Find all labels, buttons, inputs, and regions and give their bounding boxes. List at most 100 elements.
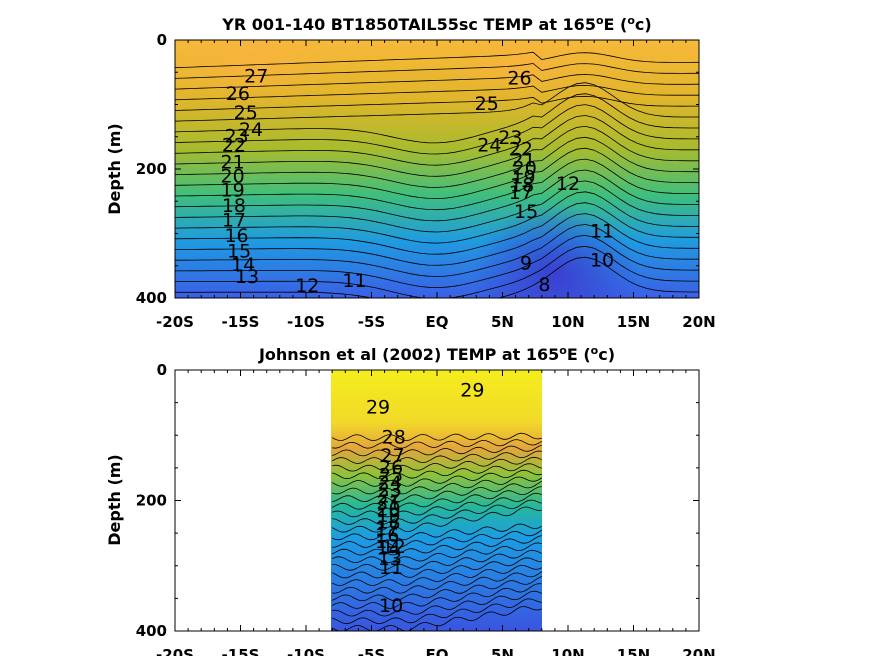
isotherm-line: [332, 590, 542, 617]
x-tick-label: -20S: [156, 313, 194, 331]
contour-label: 12: [382, 536, 406, 558]
x-tick-label: 5N: [491, 646, 514, 656]
x-tick-label: -10S: [287, 313, 325, 331]
isotherm-line: [332, 469, 542, 487]
contour-label: 23: [224, 125, 248, 147]
contour-label: 22: [378, 485, 402, 507]
x-tick-label: 10N: [551, 313, 584, 331]
contour-label: 24: [378, 472, 402, 494]
isotherm-line: [175, 224, 699, 277]
isotherm-line: [175, 147, 699, 200]
panel-bottom-title: Johnson et al (2002) TEMP at 165oE (oc): [258, 344, 615, 364]
contour-label: 23: [378, 479, 402, 501]
isotherm-line: [332, 583, 542, 609]
isotherm-line: [332, 523, 542, 541]
contour-label: 14: [231, 254, 255, 276]
y-tick-label: 200: [136, 492, 167, 510]
top-field: [175, 40, 699, 298]
x-tick-label: -15S: [222, 313, 260, 331]
contour-label: 8: [538, 274, 550, 296]
contour-label: 20: [221, 165, 245, 187]
isotherm-line: [332, 486, 542, 510]
contour-label: 19: [511, 167, 535, 189]
isotherm-line: [332, 450, 542, 464]
contour-label: 15: [227, 240, 251, 262]
contour-label: 27: [380, 445, 404, 467]
isotherm-line: [175, 256, 699, 298]
isotherm-line: [175, 202, 699, 255]
contour-label: 22: [222, 134, 246, 156]
contour-label: 20: [513, 158, 537, 180]
contour-label: 13: [378, 548, 402, 570]
x-tick-label: -5S: [358, 646, 385, 656]
isotherm-line: [175, 115, 699, 166]
contour-label: 25: [234, 102, 258, 124]
isotherm-line: [175, 180, 699, 233]
contour-label: 29: [366, 397, 390, 419]
contour-label: 21: [376, 492, 400, 514]
isotherm-line: [332, 598, 542, 625]
x-tick-label: 20N: [682, 313, 715, 331]
isotherm-line: [332, 535, 542, 556]
isotherm-line: [332, 476, 542, 495]
isotherm-line: [332, 456, 542, 472]
panel-bottom: Johnson et al (2002) TEMP at 165oE (oc) …: [105, 344, 716, 656]
y-tick-label: 200: [136, 160, 167, 178]
y-tick-label: 400: [136, 622, 167, 640]
contour-label: 18: [510, 174, 534, 196]
isotherm-line: [332, 549, 542, 571]
contour-label: 27: [244, 65, 268, 87]
contour-label: 12: [556, 173, 580, 195]
contour-label: 15: [514, 201, 538, 223]
bottom-contour-labels: 29 29 282726252423222120191817161514131211…: [366, 380, 485, 617]
isotherm-line: [175, 125, 699, 177]
contour-label: 26: [379, 457, 403, 479]
isotherm-line: [175, 245, 699, 298]
top-axes: -20S -15S -10S -5S EQ 5N 10N 15N 20N 0 200 400 Depth…: [105, 31, 716, 331]
contour-label: 11: [379, 557, 403, 579]
contour-label: 11: [590, 220, 614, 242]
x-tick-label: 5N: [491, 313, 514, 331]
contour-label: 26: [226, 83, 250, 105]
isotherm-line: [175, 169, 699, 222]
x-tick-label: EQ: [426, 646, 449, 656]
contour-label: 24: [477, 134, 501, 156]
contour-label: 29: [460, 380, 484, 402]
y-tick-label: 0: [157, 361, 167, 379]
contour-label: 18: [376, 511, 400, 533]
bottom-field: [331, 370, 542, 631]
contour-label: 19: [376, 505, 400, 527]
x-tick-label: 15N: [617, 646, 650, 656]
isotherm-line: [332, 557, 542, 579]
contour-label: 21: [511, 149, 535, 171]
isotherm-line: [332, 499, 542, 525]
contour-label: 13: [235, 266, 259, 288]
x-tick-label: 10N: [551, 646, 584, 656]
x-tick-label: -5S: [358, 313, 385, 331]
contour-label: 25: [475, 93, 499, 115]
contour-label: 10: [590, 249, 614, 271]
isotherm-line: [175, 158, 699, 211]
isotherm-line: [175, 95, 699, 111]
x-tick-label: 15N: [617, 313, 650, 331]
isotherm-line: [332, 542, 542, 564]
contour-label: 16: [375, 524, 399, 546]
panel-top: YR 001-140 BT1850TAIL55sc TEMP at 165oE …: [105, 14, 716, 331]
contour-label: 20: [376, 498, 400, 520]
contour-label: 11: [342, 270, 366, 292]
isotherm-line: [175, 63, 699, 79]
y-tick-label: 0: [157, 31, 167, 49]
isotherm-line: [175, 191, 699, 244]
contour-label: 16: [224, 225, 248, 247]
contour-label: 23: [498, 127, 522, 149]
isotherm-line: [332, 432, 542, 442]
isotherm-line: [175, 136, 699, 188]
isotherm-line: [175, 104, 699, 155]
contour-label: 17: [222, 209, 246, 231]
y-tick-label: 400: [136, 289, 167, 307]
isotherm-line: [175, 213, 699, 266]
isotherm-line: [332, 571, 542, 594]
x-tick-label: EQ: [426, 313, 449, 331]
isotherm-line: [332, 576, 542, 602]
